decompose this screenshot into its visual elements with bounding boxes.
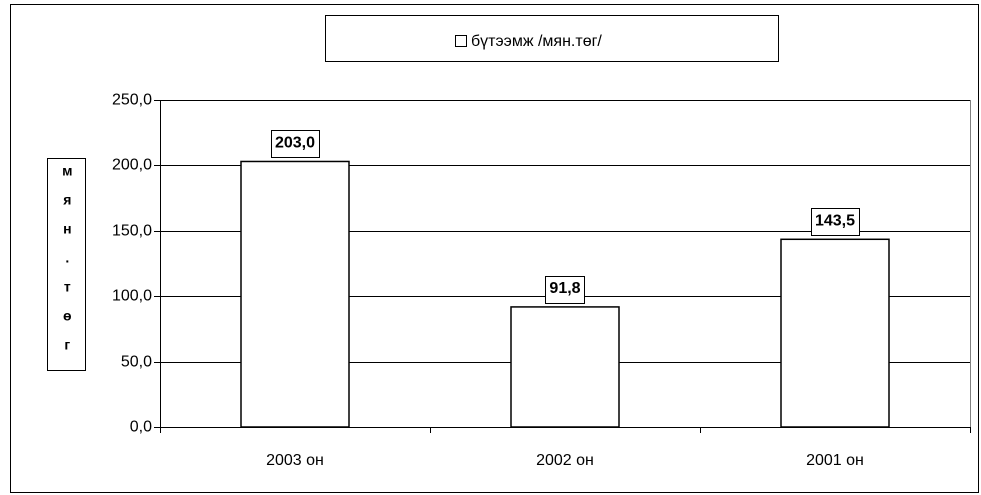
- y-tick-label: 100,0: [112, 288, 152, 305]
- value-label-box: [811, 208, 860, 236]
- value-label: 91,8: [549, 280, 580, 297]
- y-label-box: [47, 158, 86, 371]
- value-label: 143,5: [815, 213, 855, 230]
- x-tick-label: 2002 он: [536, 452, 594, 469]
- x-tick-label: 2001 он: [806, 452, 864, 469]
- legend-swatch: [455, 35, 467, 47]
- x-tick-label: 2003 он: [266, 452, 324, 469]
- bar: [240, 160, 350, 428]
- value-label-box: [271, 130, 320, 158]
- y-tick-label: 150,0: [112, 223, 152, 240]
- value-label-box: [545, 276, 585, 304]
- y-tick-label: 250,0: [112, 92, 152, 109]
- legend: [325, 15, 779, 62]
- value-label: 203,0: [275, 135, 315, 152]
- bar: [510, 306, 620, 428]
- legend-label: бүтээмж /мян.төг/: [471, 33, 602, 50]
- y-tick-label: 0,0: [130, 419, 152, 436]
- y-tick-label: 200,0: [112, 157, 152, 174]
- bar: [780, 238, 890, 428]
- y-axis-label: мян.төг: [59, 163, 75, 366]
- y-tick-label: 50,0: [121, 354, 152, 371]
